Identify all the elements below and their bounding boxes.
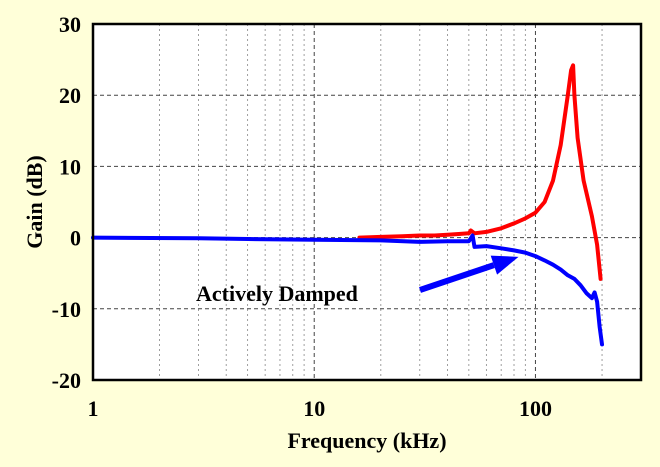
y-axis-title: Gain (dB) xyxy=(22,155,47,249)
y-tick-label: 20 xyxy=(59,83,81,108)
y-tick-label: 30 xyxy=(59,12,81,37)
x-tick-label: 100 xyxy=(519,396,552,421)
annotation-label: Actively Damped xyxy=(196,281,358,306)
x-axis-title: Frequency (kHz) xyxy=(287,428,446,453)
annotation-arrow-head xyxy=(490,255,519,275)
x-tick-label: 1 xyxy=(88,396,99,421)
annotation: Actively Damped xyxy=(196,255,519,306)
y-tick-label: -20 xyxy=(52,368,81,393)
annotation-arrow-shaft xyxy=(419,262,495,293)
annotation-arrow xyxy=(419,255,519,293)
plot-frame xyxy=(91,22,643,382)
y-tick-label: 10 xyxy=(59,154,81,179)
y-tick-label: 0 xyxy=(70,226,81,251)
y-tick-label: -10 xyxy=(52,297,81,322)
series xyxy=(91,63,604,347)
undamped-gain-line xyxy=(357,63,603,281)
plot-area xyxy=(93,24,641,380)
x-tick-label: 10 xyxy=(303,396,325,421)
actively-damped-gain-line xyxy=(91,233,604,347)
